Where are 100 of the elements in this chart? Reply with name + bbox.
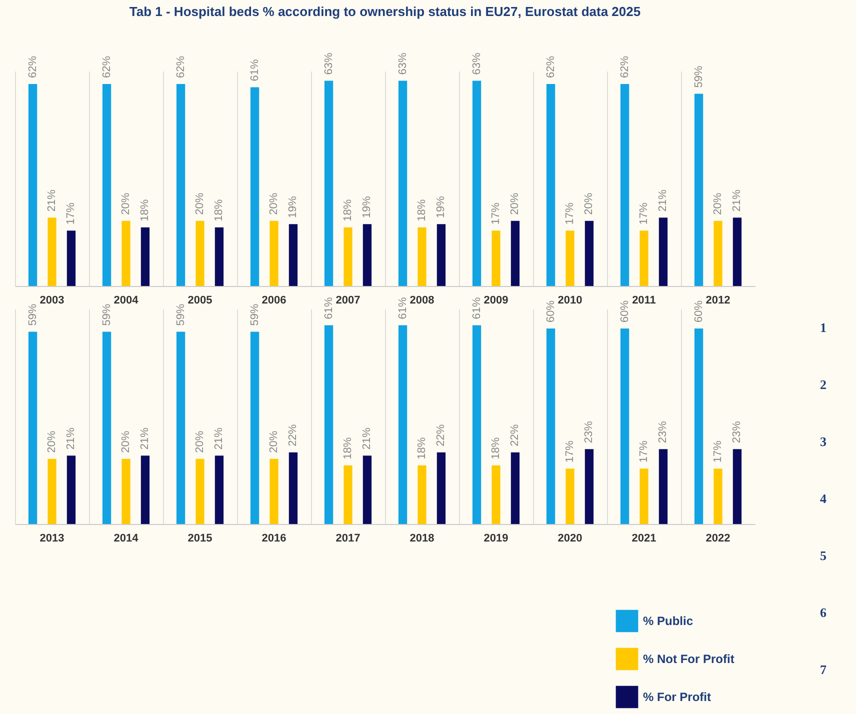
data-label: 19% bbox=[435, 196, 448, 218]
x-tick-label: 2009 bbox=[484, 294, 508, 306]
x-tick-label: 2016 bbox=[262, 532, 286, 544]
data-label: 23% bbox=[657, 420, 670, 444]
data-label: 20% bbox=[583, 192, 596, 215]
bar bbox=[510, 452, 520, 524]
bar bbox=[28, 332, 38, 524]
data-label: 20% bbox=[268, 192, 280, 215]
data-label: 17% bbox=[638, 440, 650, 463]
bar bbox=[418, 227, 426, 286]
bar bbox=[510, 220, 520, 286]
data-label: 22% bbox=[435, 424, 448, 446]
bar bbox=[214, 227, 224, 286]
data-label: 63% bbox=[396, 52, 409, 75]
bar bbox=[176, 84, 186, 286]
data-label: 20% bbox=[509, 192, 522, 215]
bar bbox=[732, 449, 742, 524]
data-label: 18% bbox=[342, 199, 354, 222]
legend-label: % For Profit bbox=[643, 690, 711, 704]
text: 4 bbox=[820, 491, 828, 508]
x-tick-label: 2019 bbox=[484, 532, 508, 544]
data-label: 22% bbox=[509, 424, 522, 446]
bar bbox=[48, 458, 56, 524]
data-label: 19% bbox=[361, 196, 374, 218]
data-label: 17% bbox=[564, 202, 576, 225]
data-label: 63% bbox=[322, 52, 335, 75]
bar bbox=[714, 468, 722, 524]
bar bbox=[640, 230, 648, 286]
bar bbox=[362, 456, 372, 524]
text: 6 bbox=[820, 605, 828, 622]
data-label: 60% bbox=[692, 300, 705, 323]
bar bbox=[436, 224, 446, 286]
data-label: 21% bbox=[731, 189, 744, 212]
bar bbox=[288, 452, 298, 524]
bar bbox=[270, 220, 278, 286]
bar bbox=[140, 227, 150, 286]
data-label: 21% bbox=[657, 189, 670, 212]
bar bbox=[176, 332, 186, 524]
data-label: 21% bbox=[139, 427, 152, 450]
data-label: 18% bbox=[416, 437, 428, 460]
bar bbox=[288, 224, 298, 286]
data-label: 20% bbox=[712, 192, 724, 215]
bar bbox=[658, 449, 668, 524]
data-label: 19% bbox=[287, 196, 300, 218]
bar bbox=[344, 227, 352, 286]
legend-label: % Not For Profit bbox=[643, 652, 734, 666]
x-tick-label: 2022 bbox=[706, 532, 730, 544]
bar bbox=[196, 220, 204, 286]
x-tick-label: 2004 bbox=[114, 294, 140, 306]
bar bbox=[640, 468, 648, 524]
data-label: 59% bbox=[100, 304, 113, 326]
data-label: 20% bbox=[46, 430, 58, 453]
bar bbox=[66, 456, 76, 524]
x-tick-label: 2014 bbox=[114, 532, 140, 544]
data-label: 17% bbox=[65, 202, 78, 225]
data-label: 59% bbox=[692, 66, 705, 88]
bar bbox=[620, 328, 630, 524]
data-label: 18% bbox=[139, 199, 152, 222]
data-label: 60% bbox=[618, 300, 631, 323]
x-tick-label: 2013 bbox=[40, 532, 64, 544]
data-label: 18% bbox=[416, 199, 428, 222]
bar bbox=[620, 84, 630, 286]
bar bbox=[732, 218, 742, 286]
data-label: 63% bbox=[470, 52, 483, 75]
x-tick-label: 2015 bbox=[188, 532, 212, 544]
bar bbox=[140, 456, 150, 524]
data-label: 62% bbox=[544, 56, 557, 78]
data-label: 20% bbox=[194, 192, 206, 215]
data-label: 20% bbox=[120, 430, 132, 453]
data-label: 17% bbox=[490, 202, 502, 225]
bar bbox=[398, 325, 408, 524]
data-label: 59% bbox=[248, 304, 261, 326]
text: 1 bbox=[820, 320, 828, 337]
data-label: 20% bbox=[194, 430, 206, 453]
bar bbox=[250, 332, 260, 524]
data-label: 62% bbox=[618, 56, 631, 78]
chart-title: Tab 1 - Hospital beds % according to ownership status in EU27, Eurostat data 2025 bbox=[129, 4, 641, 19]
bar bbox=[472, 80, 482, 286]
bar bbox=[28, 84, 38, 286]
data-label: 21% bbox=[46, 189, 58, 212]
bar bbox=[48, 218, 56, 286]
x-tick-label: 2005 bbox=[188, 294, 212, 306]
x-tick-label: 2012 bbox=[706, 294, 730, 306]
data-label: 59% bbox=[174, 304, 187, 326]
bar bbox=[324, 80, 334, 286]
text: 5 bbox=[820, 548, 828, 565]
bar bbox=[546, 84, 556, 286]
data-label: 22% bbox=[287, 424, 300, 446]
bar bbox=[472, 325, 482, 524]
data-label: 23% bbox=[583, 420, 596, 444]
data-label: 17% bbox=[638, 202, 650, 225]
x-tick-label: 2017 bbox=[336, 532, 360, 544]
data-label: 60% bbox=[544, 300, 557, 323]
text: 7 bbox=[820, 662, 828, 679]
legend-label: % Public bbox=[643, 614, 694, 628]
data-label: 61% bbox=[470, 297, 483, 320]
data-label: 62% bbox=[174, 56, 187, 78]
x-tick-label: 2021 bbox=[632, 532, 656, 544]
data-label: 21% bbox=[213, 427, 226, 450]
bar bbox=[102, 332, 112, 524]
